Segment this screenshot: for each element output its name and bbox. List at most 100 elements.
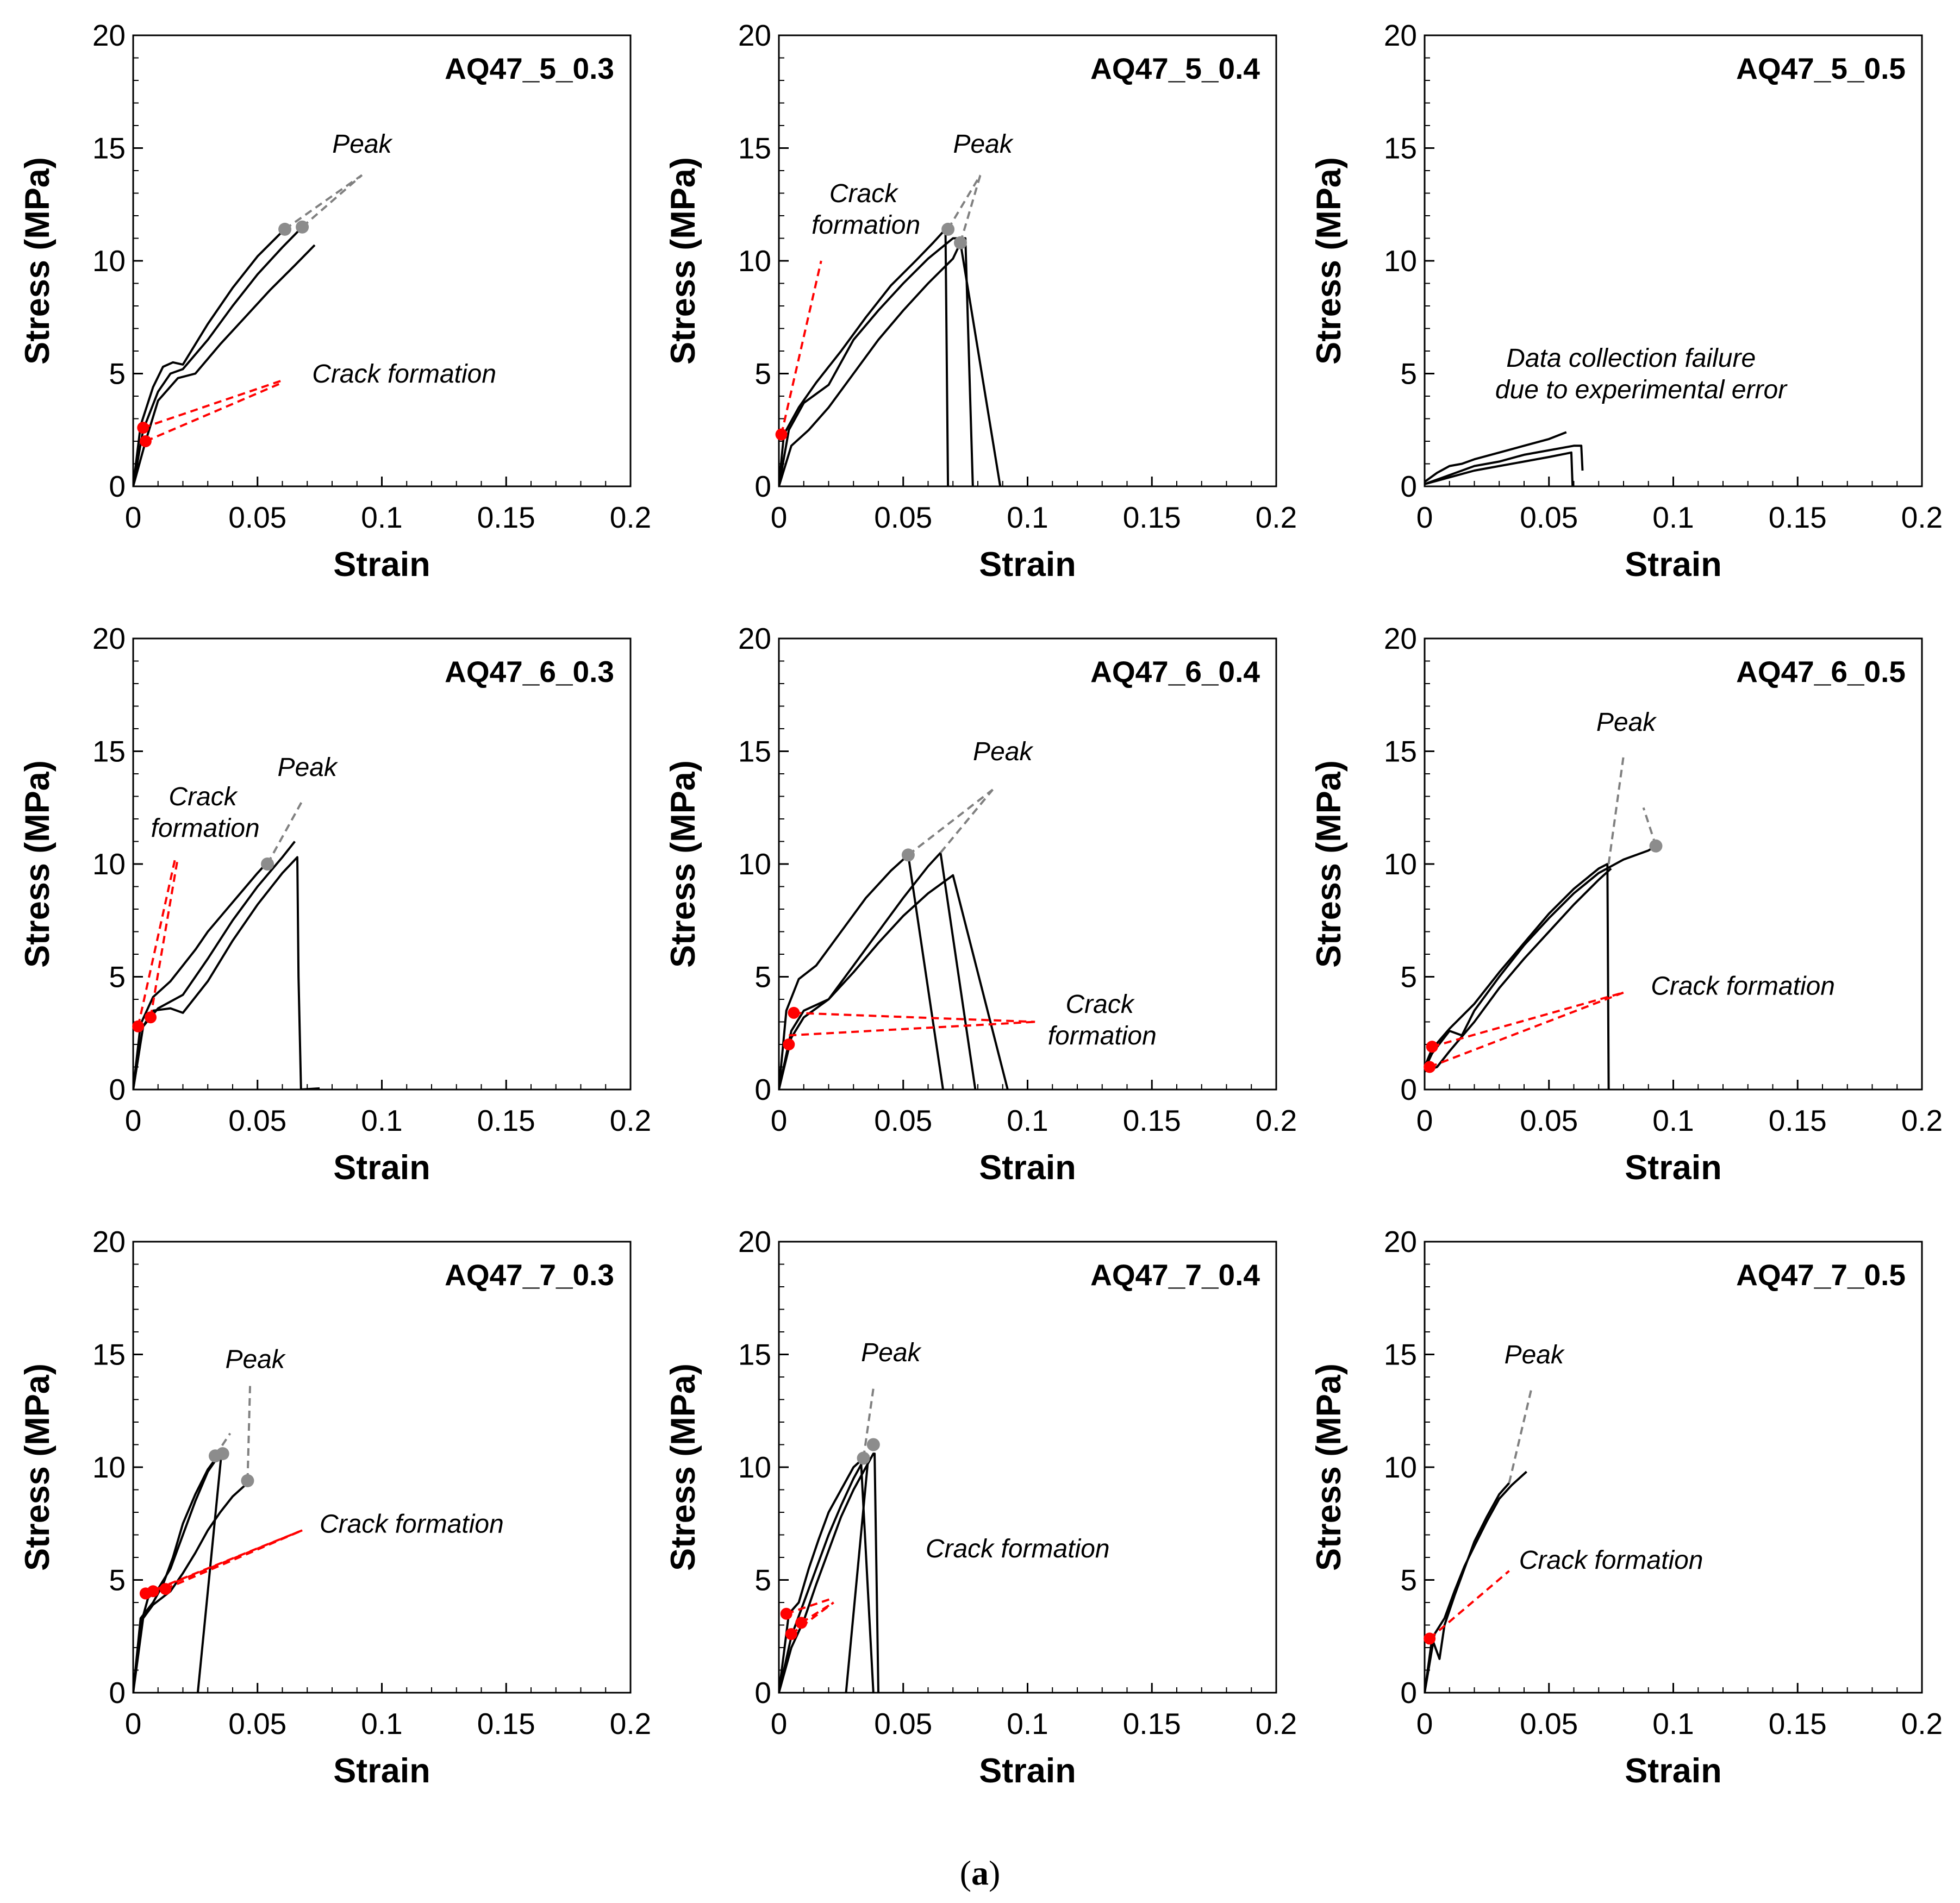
- x-tick-label: 0.05: [1520, 1104, 1578, 1137]
- y-tick-label: 0: [109, 470, 126, 503]
- x-tick-label: 0: [125, 1104, 142, 1137]
- series-line: [1425, 1482, 1510, 1693]
- y-tick-label: 15: [1384, 132, 1417, 165]
- x-tick-label: 0.05: [1520, 500, 1578, 534]
- crack-point: [132, 1020, 145, 1032]
- peak-leader-line: [939, 788, 994, 854]
- x-tick-label: 0.2: [1256, 1707, 1297, 1741]
- y-tick-label: 10: [738, 1450, 771, 1484]
- panel-title: AQ47_7_0.4: [1090, 1258, 1260, 1292]
- y-tick-label: 0: [754, 1073, 771, 1106]
- x-tick-label: 0.1: [1007, 1104, 1048, 1137]
- annotation-label: Peak: [332, 130, 393, 159]
- panel-title: AQ47_5_0.3: [445, 52, 614, 85]
- annotation-label: Peak: [973, 737, 1034, 766]
- x-tick-label: 0: [125, 1707, 142, 1741]
- crack-leader-line: [786, 1597, 834, 1615]
- x-tick-label: 0: [125, 500, 142, 534]
- x-tick-label: 0.2: [610, 1104, 651, 1137]
- y-axis-label: Stress (MPa): [664, 157, 702, 365]
- y-axis-label: Stress (MPa): [18, 157, 57, 365]
- crack-leader-line: [152, 1529, 303, 1593]
- x-tick-label: 0.2: [1901, 500, 1943, 534]
- panel-title: AQ47_6_0.4: [1090, 655, 1260, 688]
- x-tick-label: 0.1: [1007, 1707, 1048, 1741]
- plot-frame: [1424, 34, 1923, 487]
- y-axis-label: Stress (MPa): [664, 1363, 702, 1571]
- y-tick-label: 15: [92, 1338, 126, 1372]
- crack-leader-line: [137, 857, 177, 1027]
- panel-title: AQ47_5_0.4: [1090, 52, 1260, 85]
- crack-leader-line: [149, 857, 179, 1018]
- peak-point: [901, 848, 915, 862]
- x-tick-label: 0.15: [1123, 1707, 1181, 1741]
- y-tick-label: 10: [1384, 244, 1417, 278]
- y-tick-label: 5: [1400, 960, 1417, 994]
- series-line: [133, 1455, 219, 1693]
- crack-leader-line: [780, 260, 822, 435]
- x-tick-label: 0.2: [1901, 1104, 1943, 1137]
- series-line: [133, 856, 320, 1090]
- series-line: [133, 859, 271, 1090]
- series-line: [1425, 863, 1610, 1090]
- y-axis-label: Stress (MPa): [1310, 157, 1348, 365]
- x-axis-label: Strain: [979, 1149, 1076, 1187]
- y-tick-label: 15: [738, 735, 771, 768]
- panel-title: AQ47_6_0.3: [445, 655, 614, 688]
- x-axis-label: Strain: [979, 1752, 1076, 1790]
- annotation-label: Crack: [829, 179, 899, 208]
- y-tick-label: 10: [738, 847, 771, 881]
- peak-leader-line: [947, 174, 982, 230]
- series-line: [133, 841, 296, 1090]
- x-tick-label: 0.1: [1652, 1707, 1694, 1741]
- x-tick-label: 0.15: [1769, 1707, 1827, 1741]
- x-tick-label: 0: [1416, 1104, 1433, 1137]
- crack-point: [1424, 1061, 1436, 1073]
- crack-leader-line: [142, 379, 283, 429]
- annotation-label: Crack formation: [1519, 1546, 1703, 1575]
- figure-caption: (a): [960, 1854, 1001, 1892]
- y-tick-label: 0: [1400, 470, 1417, 503]
- x-tick-label: 0.2: [610, 500, 651, 534]
- annotation-label: Peak: [225, 1345, 286, 1374]
- x-tick-label: 0.15: [477, 1104, 535, 1137]
- x-tick-label: 0.15: [1769, 500, 1827, 534]
- x-tick-label: 0.2: [1256, 1104, 1297, 1137]
- x-tick-label: 0.15: [1123, 500, 1181, 534]
- crack-point: [147, 1585, 159, 1598]
- plot-frame: [132, 637, 632, 1091]
- caption-close: ): [989, 1854, 1000, 1892]
- y-tick-label: 15: [92, 132, 126, 165]
- peak-leader-line: [1508, 1388, 1533, 1483]
- x-tick-label: 0.1: [361, 1707, 402, 1741]
- series-line: [1425, 445, 1584, 485]
- series-line: [1425, 845, 1657, 1070]
- peak-point: [1649, 839, 1663, 853]
- x-tick-label: 0: [1416, 500, 1433, 534]
- series-line: [779, 1455, 870, 1693]
- annotation-label: Crack: [1066, 990, 1135, 1019]
- y-tick-label: 0: [109, 1676, 126, 1710]
- peak-leader-line: [284, 174, 363, 230]
- y-axis-label: Stress (MPa): [18, 760, 57, 968]
- x-tick-label: 0.15: [1123, 1104, 1181, 1137]
- y-axis-label: Stress (MPa): [1310, 1363, 1348, 1571]
- x-axis-label: Strain: [1625, 1149, 1722, 1187]
- peak-point: [866, 1438, 880, 1451]
- y-tick-label: 10: [92, 244, 126, 278]
- y-tick-label: 10: [738, 244, 771, 278]
- annotation-label: Peak: [953, 130, 1014, 159]
- peak-leader-line: [246, 1386, 252, 1481]
- chart-panel: 0 5 10 15 20 0 0.05 0.1 0.15 0.2 Strain Stress (MPa…: [664, 1225, 1297, 1790]
- series-line: [1425, 867, 1612, 1073]
- y-tick-label: 5: [754, 960, 771, 994]
- y-tick-label: 5: [109, 960, 126, 994]
- peak-leader-line: [1607, 755, 1625, 865]
- y-tick-label: 5: [754, 1563, 771, 1597]
- y-tick-label: 5: [109, 357, 126, 391]
- crack-point: [795, 1617, 808, 1629]
- y-tick-label: 0: [109, 1073, 126, 1106]
- x-tick-label: 0.1: [361, 500, 402, 534]
- x-tick-label: 0.15: [477, 500, 535, 534]
